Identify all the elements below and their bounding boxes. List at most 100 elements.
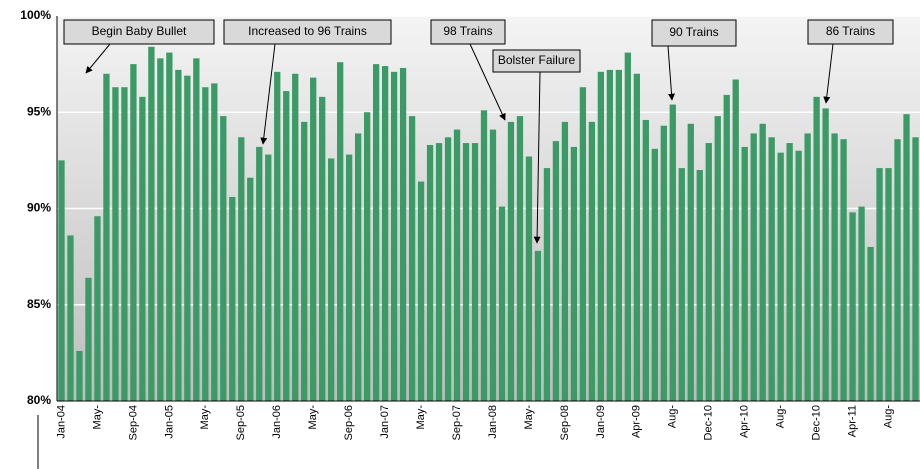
bar — [417, 181, 425, 401]
annotation-arrow — [823, 43, 834, 104]
bar — [867, 247, 874, 401]
bar — [525, 156, 533, 401]
bar — [148, 46, 155, 402]
bar — [238, 137, 245, 401]
bar — [381, 66, 389, 402]
bar — [687, 123, 694, 402]
bar — [840, 139, 847, 401]
bar — [714, 116, 721, 401]
bar — [58, 160, 65, 401]
bar — [202, 87, 209, 401]
x-tick-label: May- — [307, 405, 319, 430]
bar — [813, 96, 820, 401]
bar — [876, 168, 883, 401]
annotation-arrow — [469, 43, 506, 121]
annotation-box — [807, 19, 894, 45]
annotation-box — [223, 19, 392, 45]
bar — [849, 212, 856, 401]
bar — [705, 143, 712, 402]
bar — [759, 123, 766, 402]
x-tick-label: Sep-05 — [235, 405, 247, 440]
x-tick-label: Sep-08 — [559, 405, 571, 440]
bar — [858, 206, 865, 401]
annotation-text: 86 Trains — [826, 24, 875, 38]
bar — [768, 137, 775, 401]
bar — [471, 143, 479, 402]
bar — [822, 108, 829, 402]
bar — [67, 235, 74, 401]
bar — [912, 137, 919, 401]
bar — [534, 250, 542, 401]
bar — [696, 170, 703, 401]
bar — [651, 148, 658, 401]
bar — [139, 96, 146, 401]
bar — [184, 75, 191, 402]
bar — [741, 146, 748, 401]
bar — [121, 87, 128, 401]
x-tick-label: May- — [415, 405, 427, 430]
x-tick-label: Apr-11 — [846, 405, 858, 437]
annotation-text: 90 Trains — [669, 25, 718, 39]
bar — [220, 116, 227, 401]
x-tick-label: May- — [523, 405, 535, 430]
bar — [355, 133, 362, 402]
annotation-box — [63, 19, 215, 45]
bar — [750, 133, 757, 402]
y-tick-label: 90% — [27, 201, 51, 215]
bar — [76, 350, 83, 401]
bar — [777, 152, 784, 401]
annotation-arrow — [260, 43, 276, 145]
annotation-box — [492, 49, 581, 73]
annotation-text: 98 Trains — [443, 24, 492, 38]
bar — [372, 64, 380, 401]
bar — [363, 112, 371, 401]
x-tick-label: Aug- — [775, 405, 787, 429]
bar — [579, 87, 587, 401]
bar — [606, 69, 614, 402]
bar — [390, 71, 398, 401]
bar — [301, 121, 308, 401]
bar — [498, 206, 506, 401]
y-tick-label: 100% — [20, 8, 51, 22]
x-tick-label: Sep-07 — [451, 405, 463, 440]
x-tick-label: Apr-10 — [739, 405, 751, 438]
bar — [831, 133, 838, 402]
x-tick-label: Jan-08 — [487, 405, 499, 439]
x-tick-label: Aug- — [667, 405, 679, 429]
annotation-arrow — [533, 71, 541, 244]
bar — [804, 133, 811, 402]
bar — [570, 146, 578, 401]
bar — [786, 143, 793, 402]
bar — [265, 154, 272, 401]
bar — [885, 168, 892, 401]
annotation-box — [651, 19, 737, 47]
x-tick-label: Sep-06 — [343, 405, 355, 440]
x-tick-label: Apr-09 — [631, 405, 643, 438]
bar — [94, 216, 101, 401]
y-tick-label: 85% — [27, 297, 51, 311]
annotation-text: Bolster Failure — [498, 53, 576, 67]
bar — [399, 67, 407, 401]
bar — [507, 121, 515, 401]
annotation-text: Increased to 96 Trains — [248, 24, 367, 38]
bar — [229, 196, 236, 401]
bar — [597, 71, 605, 401]
bar — [444, 137, 452, 401]
bar — [328, 158, 335, 401]
bar — [624, 52, 631, 401]
bar — [130, 64, 137, 401]
bar — [211, 83, 218, 401]
bar — [319, 96, 326, 401]
x-tick-label: Jan-04 — [55, 405, 67, 439]
y-tick-label: 80% — [27, 393, 51, 407]
annotation-text: Begin Baby Bullet — [92, 24, 187, 38]
bar — [462, 143, 470, 402]
bar — [642, 119, 649, 401]
bar — [795, 150, 802, 401]
bar — [516, 116, 524, 401]
bar — [435, 143, 443, 402]
x-tick-label: May- — [199, 405, 211, 430]
bar — [426, 144, 434, 401]
bar — [310, 77, 317, 401]
